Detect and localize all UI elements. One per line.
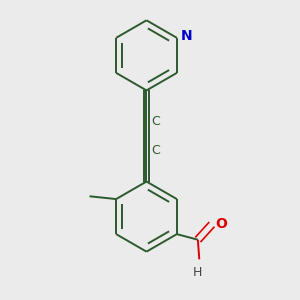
- Text: H: H: [193, 266, 203, 279]
- Text: C: C: [152, 115, 160, 128]
- Text: C: C: [152, 144, 160, 157]
- Text: O: O: [215, 217, 227, 231]
- Text: N: N: [181, 29, 193, 44]
